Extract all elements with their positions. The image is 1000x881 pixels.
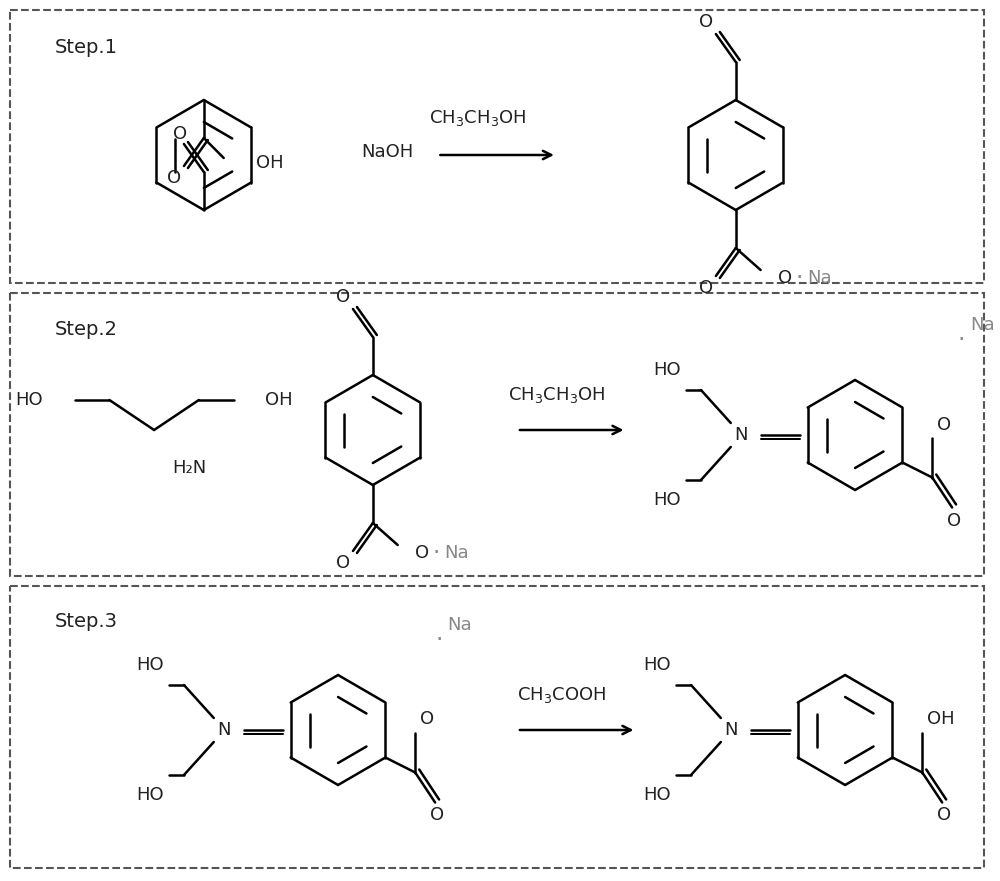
Text: CH$_3$CH$_3$OH: CH$_3$CH$_3$OH <box>429 108 526 128</box>
Text: O: O <box>430 806 444 825</box>
Text: Na: Na <box>970 316 995 334</box>
Text: HO: HO <box>644 786 671 804</box>
Text: HO: HO <box>136 786 164 804</box>
Text: CH$_3$COOH: CH$_3$COOH <box>517 685 606 705</box>
Text: ·: · <box>435 628 442 652</box>
Text: HO: HO <box>644 656 671 674</box>
Text: O: O <box>778 269 792 287</box>
Text: Na: Na <box>447 616 472 634</box>
Text: OH: OH <box>256 154 283 172</box>
Text: N: N <box>217 721 230 739</box>
Text: HO: HO <box>136 656 164 674</box>
Text: HO: HO <box>653 491 681 509</box>
Text: ·: · <box>433 541 440 565</box>
Text: O: O <box>699 279 713 297</box>
Text: O: O <box>699 13 713 31</box>
Text: N: N <box>734 426 747 444</box>
Text: Step.1: Step.1 <box>55 38 118 57</box>
Text: O: O <box>415 544 429 562</box>
Text: O: O <box>937 416 951 433</box>
Text: ·: · <box>957 328 964 352</box>
Text: Step.2: Step.2 <box>55 320 118 339</box>
Text: O: O <box>937 806 951 825</box>
Text: H₂N: H₂N <box>172 459 206 477</box>
Text: HO: HO <box>653 361 681 379</box>
Text: Na: Na <box>807 269 832 287</box>
Text: N: N <box>724 721 738 739</box>
Text: O: O <box>947 512 961 529</box>
Text: O: O <box>420 710 434 729</box>
Text: O: O <box>173 125 187 143</box>
Text: O: O <box>336 554 350 572</box>
Text: OH: OH <box>927 710 955 729</box>
Text: O: O <box>167 169 181 187</box>
Text: ·: · <box>795 266 803 290</box>
Text: HO: HO <box>15 391 43 409</box>
Text: O: O <box>336 288 350 306</box>
Text: CH$_3$CH$_3$OH: CH$_3$CH$_3$OH <box>508 385 606 405</box>
Text: NaOH: NaOH <box>362 143 414 161</box>
Text: Na: Na <box>444 544 469 562</box>
Text: Step.3: Step.3 <box>55 612 118 631</box>
Text: OH: OH <box>265 391 293 409</box>
